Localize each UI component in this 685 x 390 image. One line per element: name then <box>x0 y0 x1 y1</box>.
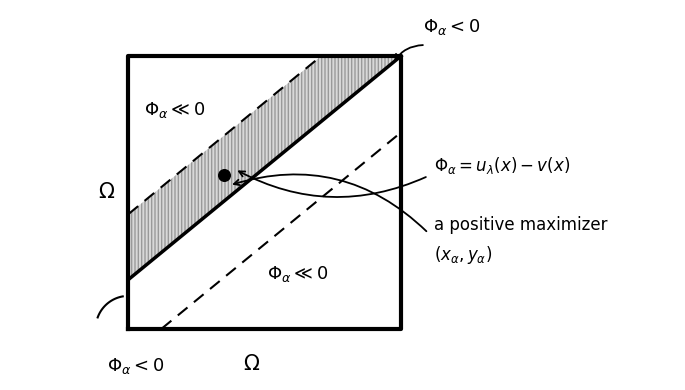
Text: a positive maximizer: a positive maximizer <box>434 216 608 234</box>
Point <box>219 172 229 178</box>
Text: $\Phi_\alpha \ll 0$: $\Phi_\alpha \ll 0$ <box>267 264 328 284</box>
Text: $\Phi_\alpha < 0$: $\Phi_\alpha < 0$ <box>423 17 480 37</box>
Text: $\Omega$: $\Omega$ <box>98 182 115 202</box>
Text: $\Phi_\alpha < 0$: $\Phi_\alpha < 0$ <box>107 356 164 376</box>
Polygon shape <box>128 56 401 280</box>
Text: $\Omega$: $\Omega$ <box>242 354 260 374</box>
Text: $\Phi_\alpha = u_\lambda(x) - v(x)$: $\Phi_\alpha = u_\lambda(x) - v(x)$ <box>434 154 570 176</box>
Text: $\Phi_\alpha \ll 0$: $\Phi_\alpha \ll 0$ <box>145 101 206 121</box>
Text: $(x_\alpha, y_\alpha)$: $(x_\alpha, y_\alpha)$ <box>434 244 492 266</box>
